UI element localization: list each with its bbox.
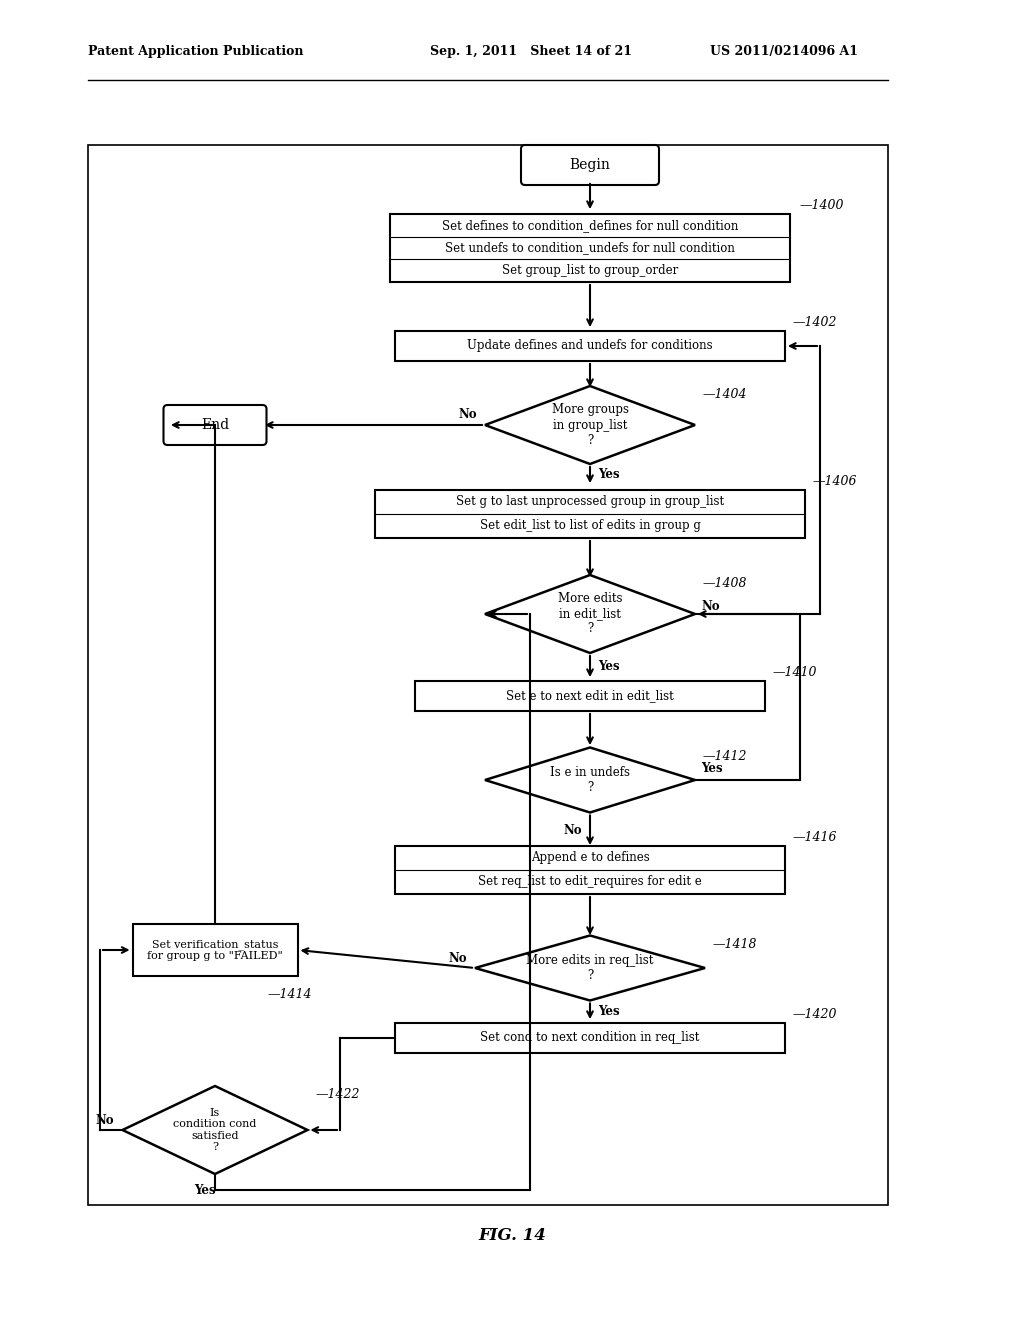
Text: Append e to defines: Append e to defines (530, 851, 649, 865)
Text: More edits
in edit_list
?: More edits in edit_list ? (558, 593, 623, 635)
Text: —1412: —1412 (703, 750, 748, 763)
Bar (88, 145, 888, 1205)
Polygon shape (485, 576, 695, 653)
Polygon shape (475, 936, 705, 1001)
Text: —1402: —1402 (793, 315, 838, 329)
Text: Set undefs to condition_undefs for null condition: Set undefs to condition_undefs for null … (445, 242, 735, 255)
Text: —1408: —1408 (703, 577, 748, 590)
Text: Is
condition cond
satisfied
?: Is condition cond satisfied ? (173, 1107, 257, 1152)
Text: —1410: —1410 (773, 667, 817, 678)
Text: Yes: Yes (598, 1005, 620, 1018)
Text: Sep. 1, 2011   Sheet 14 of 21: Sep. 1, 2011 Sheet 14 of 21 (430, 45, 632, 58)
Text: More groups
in group_list
?: More groups in group_list ? (552, 404, 629, 446)
Text: Yes: Yes (598, 660, 620, 673)
Text: Set cond to next condition in req_list: Set cond to next condition in req_list (480, 1031, 699, 1044)
Bar (395, 331, 785, 360)
Text: No: No (563, 824, 582, 837)
Text: Set g to last unprocessed group in group_list: Set g to last unprocessed group in group… (456, 495, 724, 508)
Text: Begin: Begin (569, 158, 610, 172)
Text: Set verification_status
for group g to "FAILED": Set verification_status for group g to "… (147, 939, 283, 961)
Bar (395, 1023, 785, 1053)
Bar (415, 681, 765, 711)
Bar (132, 924, 298, 975)
Text: Patent Application Publication: Patent Application Publication (88, 45, 303, 58)
Text: —1420: —1420 (793, 1008, 838, 1020)
FancyBboxPatch shape (164, 405, 266, 445)
Text: —1406: —1406 (813, 475, 857, 488)
Text: —1422: —1422 (315, 1088, 360, 1101)
Text: —1414: —1414 (267, 987, 312, 1001)
Text: Set e to next edit in edit_list: Set e to next edit in edit_list (506, 689, 674, 702)
Polygon shape (123, 1086, 307, 1173)
Text: No: No (459, 408, 477, 421)
Bar (375, 490, 805, 539)
Text: Set edit_list to list of edits in group g: Set edit_list to list of edits in group … (479, 520, 700, 532)
Text: Set defines to condition_defines for null condition: Set defines to condition_defines for nul… (441, 219, 738, 232)
Text: End: End (201, 418, 229, 432)
Text: Yes: Yes (598, 469, 620, 482)
Text: Set group_list to group_order: Set group_list to group_order (502, 264, 678, 277)
Text: No: No (96, 1114, 115, 1126)
Text: —1400: —1400 (800, 199, 845, 213)
Text: Update defines and undefs for conditions: Update defines and undefs for conditions (467, 339, 713, 352)
Polygon shape (485, 747, 695, 813)
Text: —1418: —1418 (713, 937, 758, 950)
Text: Yes: Yes (701, 762, 723, 775)
Text: Set req_list to edit_requires for edit e: Set req_list to edit_requires for edit e (478, 875, 701, 888)
Text: —1416: —1416 (793, 832, 838, 843)
Text: More edits in req_list
?: More edits in req_list ? (526, 954, 653, 982)
Text: US 2011/0214096 A1: US 2011/0214096 A1 (710, 45, 858, 58)
Text: No: No (449, 952, 467, 965)
Text: —1404: —1404 (703, 388, 748, 401)
Text: FIG. 14: FIG. 14 (478, 1226, 546, 1243)
Text: No: No (701, 599, 720, 612)
Bar (390, 214, 790, 282)
Bar (395, 846, 785, 894)
Polygon shape (485, 385, 695, 465)
FancyBboxPatch shape (521, 145, 659, 185)
Text: Is e in undefs
?: Is e in undefs ? (550, 766, 630, 795)
Text: Yes: Yes (195, 1184, 216, 1197)
